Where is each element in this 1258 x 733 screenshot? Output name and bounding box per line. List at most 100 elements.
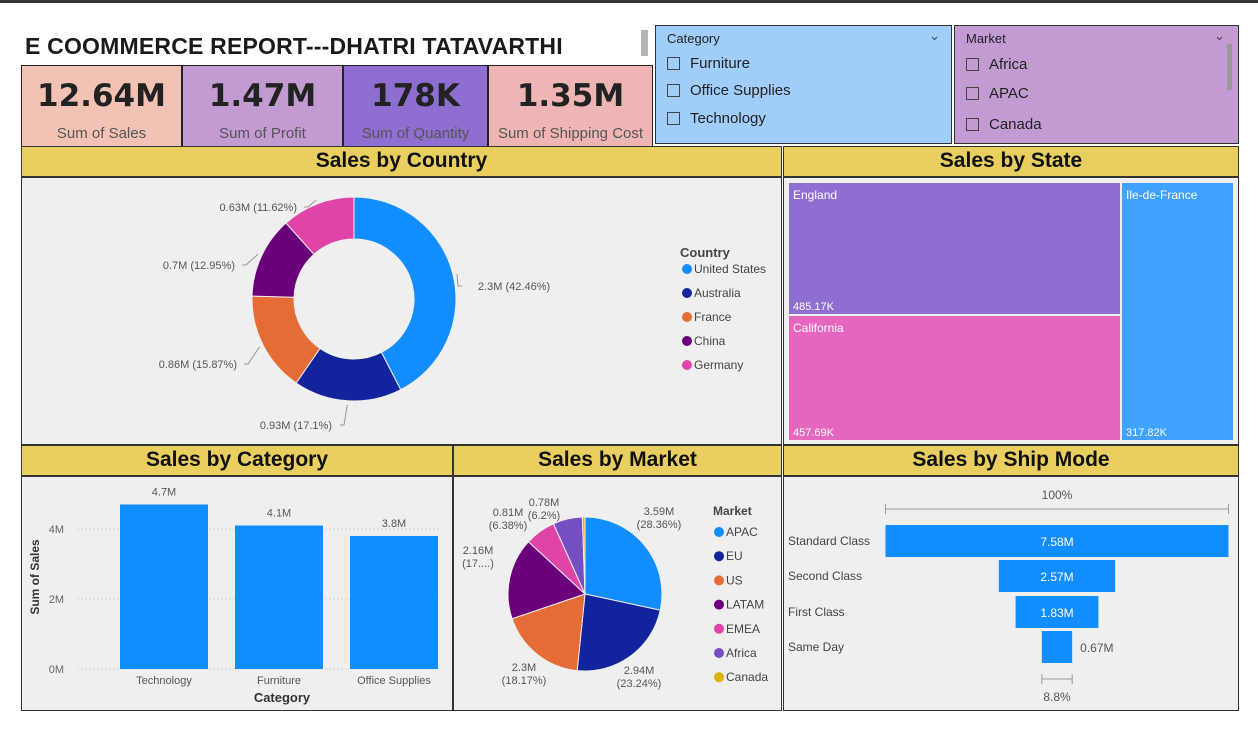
sales-by-market-panel[interactable]: 3.59M (28.36%) 2.94M (23.24%) 2.3M (18.17%) 2.…	[453, 476, 782, 711]
slicer-title: Market	[966, 31, 1006, 46]
legend-item: LATAM	[726, 598, 764, 612]
funnel-value-label: 1.83M	[1040, 606, 1073, 620]
tile-name: England	[793, 188, 837, 202]
kpi-label: Sum of Shipping Cost	[497, 125, 644, 142]
slicer-scrollbar[interactable]	[1227, 44, 1232, 90]
legend-marker	[714, 672, 724, 683]
bar-data-label: 4.7M	[152, 487, 176, 499]
legend-item: Canada	[726, 670, 768, 684]
legend-item: EMEA	[726, 622, 760, 636]
kpi-card-quantity[interactable]: 178K Sum of Quantity	[343, 65, 488, 147]
legend-marker	[714, 623, 724, 634]
data-label-value: 2.16M	[463, 545, 494, 557]
funnel-top-percent: 100%	[1042, 488, 1073, 502]
data-label-value: 2.3M	[512, 662, 536, 674]
checkbox[interactable]	[667, 111, 680, 125]
panel-title-sales-by-state: Sales by State	[783, 146, 1239, 177]
leader-line	[304, 199, 317, 208]
legend-item: Africa	[726, 646, 757, 660]
kpi-card-sales[interactable]: 12.64M Sum of Sales	[21, 65, 182, 147]
sales-by-state-treemap[interactable]: England 485.17K California 457.69K Ile-de-Fr…	[784, 178, 1237, 443]
data-label-percent: (6.38%)	[489, 520, 528, 532]
legend-marker	[714, 575, 724, 586]
x-axis-title: Category	[254, 690, 311, 705]
sales-by-market-pie-chart[interactable]: 3.59M(28.36%) 2.94M(23.24%) 2.3M(18.17%) 2.…	[454, 477, 780, 709]
kpi-card-profit[interactable]: 1.47M Sum of Profit	[182, 65, 343, 147]
funnel-stage-label: First Class	[788, 605, 845, 619]
slicer-option-office-supplies[interactable]: Office Supplies	[667, 80, 791, 100]
bar-technology	[120, 504, 208, 669]
slicer-option-canada[interactable]: Canada	[966, 114, 1042, 134]
kpi-label: Sum of Quantity	[361, 125, 470, 142]
sales-by-country-panel[interactable]: 2.3M (42.46%) 0.93M (17.1%) 0.86M (15.87%)…	[21, 177, 782, 445]
sales-by-ship-mode-panel[interactable]: 100% Standard Class 7.58M Second Class 2.57M…	[783, 476, 1239, 711]
pie-slice-eu	[576, 593, 661, 672]
leader-line	[242, 253, 259, 266]
option-label: Technology	[690, 109, 766, 127]
leader-line	[456, 274, 462, 287]
funnel-bar-second-class	[998, 560, 1116, 592]
category-slicer[interactable]: Category ⌄ Furniture Office Supplies Tec…	[655, 25, 952, 144]
tile-value: 485.17K	[793, 301, 835, 313]
x-tick-label: Furniture	[257, 675, 301, 687]
option-label: Office Supplies	[690, 81, 791, 99]
kpi-card-shipping-cost[interactable]: 1.35M Sum of Shipping Cost	[488, 65, 653, 147]
chevron-down-icon[interactable]: ⌄	[1214, 29, 1225, 44]
data-label: 0.93M (17.1%)	[260, 420, 332, 432]
bar-office-supplies	[350, 536, 438, 669]
funnel-value-label: 0.67M	[1080, 641, 1113, 655]
donut-slice-united-states	[353, 196, 457, 391]
kpi-value: 178K	[371, 78, 460, 114]
slicer-option-technology[interactable]: Technology	[667, 108, 766, 128]
checkbox[interactable]	[667, 56, 680, 70]
tile-name: California	[793, 321, 844, 335]
panel-title-sales-by-market: Sales by Market	[453, 445, 782, 476]
leader-line	[340, 404, 348, 426]
legend-marker	[682, 336, 692, 346]
tile-value: 317.82K	[1126, 427, 1168, 439]
checkbox[interactable]	[966, 57, 979, 71]
legend-marker	[714, 551, 724, 562]
option-label: Africa	[989, 55, 1028, 73]
pie-slice-apac	[584, 516, 663, 611]
legend-marker	[682, 360, 692, 370]
legend-marker	[682, 288, 692, 298]
legend-item: EU	[726, 549, 743, 563]
slicer-title: Category	[667, 31, 720, 46]
bar-data-label: 4.1M	[267, 508, 291, 520]
sales-by-category-panel[interactable]: 0M 2M 4M Sum of Sales 4.7M Technology 4.1M Furn…	[21, 476, 453, 711]
report-title: E COOMMERCE REPORT---DHATRI TATAVARTHI	[25, 33, 563, 59]
y-tick-label: 0M	[49, 664, 64, 676]
kpi-value: 12.64M	[37, 78, 166, 114]
text-cursor	[641, 30, 648, 56]
checkbox[interactable]	[966, 86, 979, 100]
tile-value: 457.69K	[793, 427, 835, 439]
sales-by-state-panel[interactable]: England 485.17K California 457.69K Ile-de-Fr…	[783, 177, 1239, 445]
panel-title-sales-by-ship-mode: Sales by Ship Mode	[783, 445, 1239, 476]
sales-by-category-bar-chart[interactable]: 0M 2M 4M Sum of Sales 4.7M Technology 4.1M Furn…	[22, 477, 451, 709]
sales-by-country-donut-chart[interactable]: 2.3M (42.46%) 0.93M (17.1%) 0.86M (15.87%)…	[22, 178, 780, 443]
tile-name: Ile-de-France	[1126, 188, 1198, 202]
market-slicer[interactable]: Market ⌄ Africa APAC Canada	[954, 25, 1239, 144]
kpi-value: 1.47M	[208, 78, 317, 114]
x-tick-label: Technology	[136, 675, 192, 687]
funnel-bar-first-class	[1015, 596, 1099, 628]
slicer-option-africa[interactable]: Africa	[966, 54, 1027, 74]
checkbox[interactable]	[966, 117, 979, 131]
chevron-down-icon[interactable]: ⌄	[929, 29, 940, 44]
checkbox[interactable]	[667, 83, 680, 97]
legend-marker	[682, 264, 692, 274]
data-label-percent: (17....)	[462, 558, 494, 570]
legend-item: Germany	[694, 358, 743, 372]
legend-item: APAC	[726, 525, 758, 539]
panel-title-sales-by-category: Sales by Category	[21, 445, 453, 476]
kpi-label: Sum of Profit	[219, 125, 306, 142]
x-tick-label: Office Supplies	[357, 675, 431, 687]
data-label: 2.3M (42.46%)	[478, 281, 550, 293]
sales-by-ship-mode-funnel[interactable]: 100% Standard Class 7.58M Second Class 2.57M…	[784, 477, 1237, 709]
legend-item: Australia	[694, 286, 741, 300]
data-label-value: 0.81M	[493, 507, 524, 519]
legend-title: Market	[713, 504, 752, 518]
slicer-option-apac[interactable]: APAC	[966, 83, 1029, 103]
slicer-option-furniture[interactable]: Furniture	[667, 53, 750, 73]
